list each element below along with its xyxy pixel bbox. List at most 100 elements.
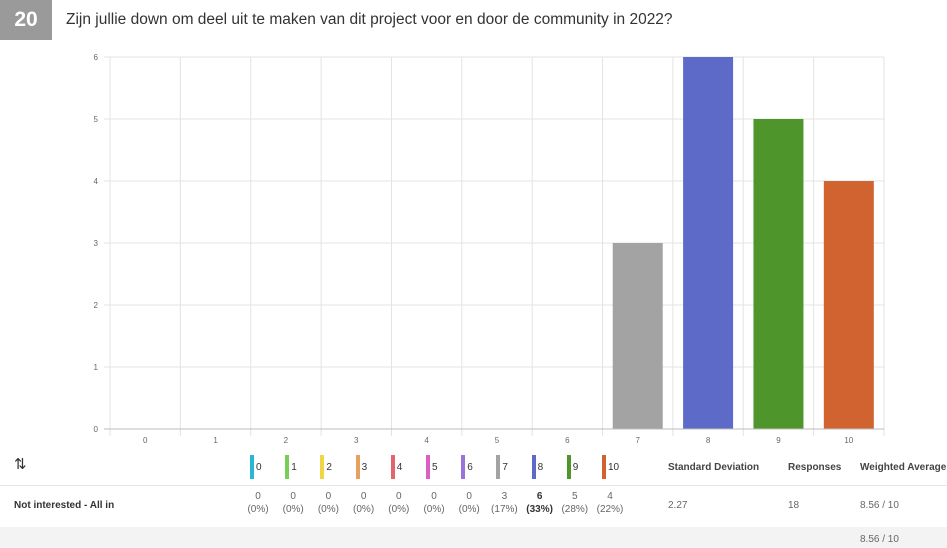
response-percent: (33%) [526,504,553,515]
response-percent: (0%) [247,504,269,515]
response-percent: (0%) [458,504,480,515]
legend-label: 4 [396,461,403,473]
legend-item-7[interactable]: 7 [496,454,508,480]
bar-10 [823,181,874,429]
legend-item-2[interactable]: 2 [320,454,332,480]
legend-label: 8 [537,461,544,473]
response-cell-5: 0 (0%) [420,490,448,516]
response-cell-9: 5 (28%) [561,490,589,516]
x-tick-label: 8 [706,436,711,445]
legend-label: 3 [361,461,368,473]
legend-swatch [285,455,290,479]
response-cell-1: 0 (0%) [279,490,307,516]
legend-label: 10 [608,461,620,473]
response-count: 0 [466,491,472,502]
legend-item-5[interactable]: 5 [426,454,438,480]
bar-9 [753,119,804,429]
response-percent: (0%) [317,504,339,515]
response-cell-6: 0 (0%) [455,490,483,516]
legend-swatch [566,455,571,479]
y-tick-label: 0 [94,425,99,434]
legend-item-1[interactable]: 1 [285,454,297,480]
response-count: 0 [360,491,367,502]
legend-label: 0 [256,461,262,473]
x-tick-label: 7 [636,436,641,445]
x-tick-label: 4 [424,436,429,445]
response-cell-0: 0 (0%) [244,490,272,516]
legend-item-8[interactable]: 8 [531,454,544,480]
response-cell-3: 0 (0%) [350,490,378,516]
y-tick-label: 3 [94,239,99,248]
legend-item-10[interactable]: 10 [602,454,619,480]
chart-bars [612,57,874,429]
response-cell-7: 3 (17%) [490,490,518,516]
legend-label: 9 [572,461,579,473]
y-tick-label: 1 [94,363,99,372]
responses-value: 18 [788,500,800,511]
legend-label: 6 [467,461,473,473]
response-count: 3 [501,491,508,502]
legend-swatch [426,455,430,479]
weighted-average-header[interactable]: Weighted Average [860,462,947,473]
x-tick-label: 1 [213,436,218,445]
std-dev-value: 2.27 [668,500,688,511]
legend-swatch [355,455,360,479]
summary-row [0,527,947,548]
x-tick-label: 2 [284,436,289,445]
legend-item-0[interactable]: 0 [250,454,262,480]
weighted-average-value: 8.56 / 10 [860,500,899,511]
legend-label: 1 [291,461,297,473]
std-dev-header[interactable]: Standard Deviation [668,462,760,473]
row-label: Not interested - All in [14,500,115,511]
response-percent: (28%) [561,504,589,515]
x-tick-label: 10 [844,436,853,445]
question-number-badge: 20 [0,0,52,40]
response-cell-4: 0 (0%) [385,490,413,516]
legend-swatch [602,455,606,479]
response-count: 4 [607,491,613,502]
response-cell-8: 6 (33%) [526,490,554,516]
bar-chart: 0 1 2 3 4 5 6 0 1 2 3 4 5 6 7 8 9 10 [94,53,885,445]
question-title: Zijn jullie down om deel uit te maken va… [66,11,673,28]
x-tick-label: 3 [354,436,359,445]
y-tick-label: 4 [94,177,99,186]
legend-item-4[interactable]: 4 [390,454,403,480]
legend-swatch [320,455,325,479]
y-tick-label: 5 [94,115,99,124]
legend-item-3[interactable]: 3 [355,454,368,480]
response-count: 0 [325,491,332,502]
legend-swatch [496,455,501,479]
y-tick-label: 6 [94,53,99,62]
bar-8 [683,57,734,429]
sort-arrows-icon[interactable]: ⇅ [14,456,27,473]
response-cell-10: 4 (22%) [596,490,624,516]
legend-swatch [461,455,466,479]
legend-label: 7 [502,461,508,473]
legend-swatch [531,455,536,479]
y-tick-label: 2 [94,301,99,310]
response-count: 0 [396,491,402,502]
chart-axes: 0 1 2 3 4 5 6 0 1 2 3 4 5 6 7 8 9 10 [94,53,884,445]
response-percent: (0%) [388,504,410,515]
responses-header[interactable]: Responses [788,462,842,473]
response-percent: (0%) [282,504,304,515]
response-cell-2: 0 (0%) [314,490,342,516]
response-count: 0 [431,491,437,502]
summary-weighted-average: 8.56 / 10 [860,534,899,545]
response-count: 6 [536,491,543,502]
legend-item-6[interactable]: 6 [461,454,473,480]
legend-swatch [250,455,254,479]
x-tick-label: 5 [495,436,500,445]
response-percent: (0%) [353,504,375,515]
legend-label: 2 [326,461,332,473]
response-percent: (0%) [423,504,445,515]
x-tick-label: 9 [776,436,781,445]
x-tick-label: 6 [565,436,570,445]
response-count: 5 [572,491,578,502]
response-percent: (22%) [596,504,624,515]
x-tick-label: 0 [143,436,148,445]
legend-label: 5 [432,461,438,473]
legend-item-9[interactable]: 9 [566,454,579,480]
legend-swatch [390,455,395,479]
response-percent: (17%) [491,504,518,515]
